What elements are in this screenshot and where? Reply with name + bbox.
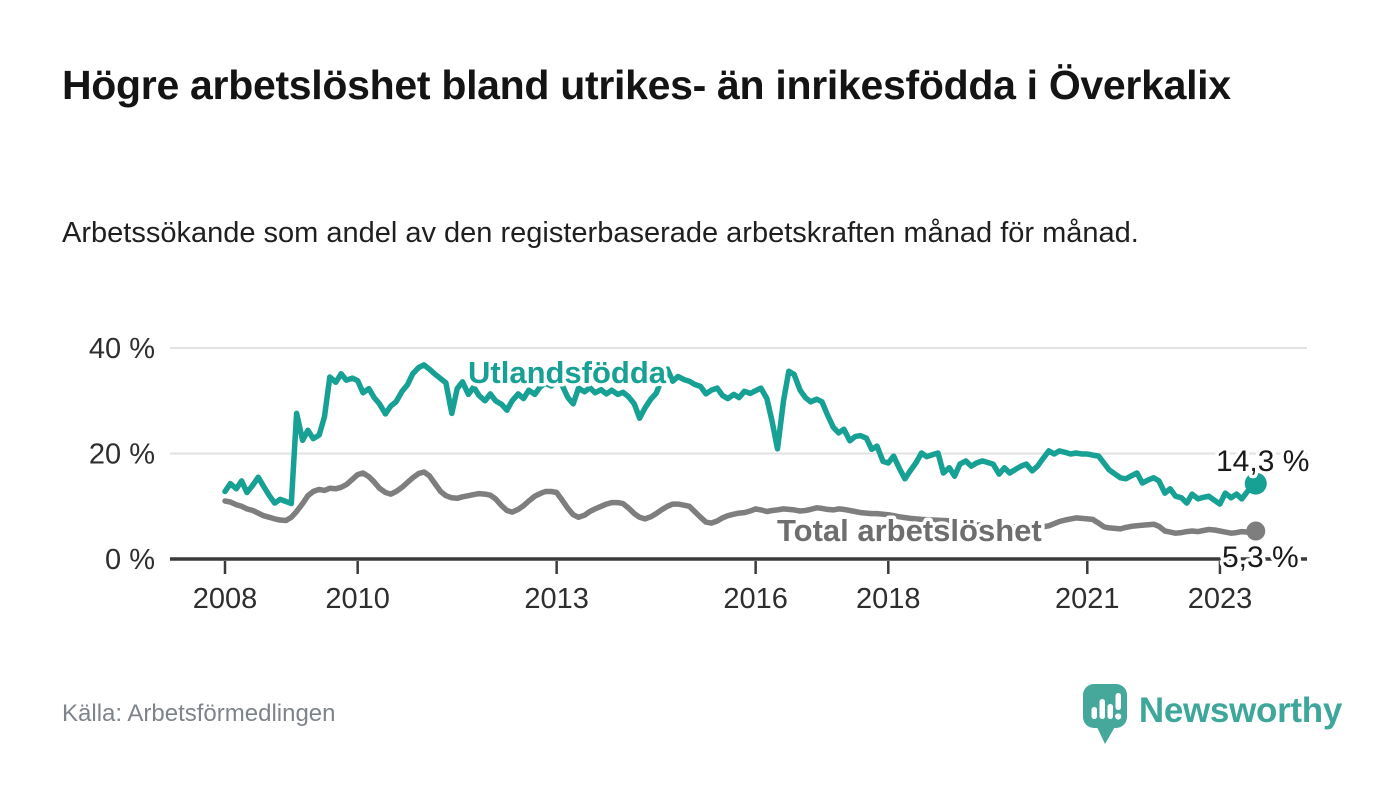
x-axis-label-2010: 2010: [325, 583, 390, 615]
x-axis-label-2016: 2016: [723, 583, 788, 615]
chart-labels: Utlandsfödda Total arbetslöshet 14,3 % 5…: [465, 352, 1313, 578]
logo-bubble-tail: [1095, 725, 1116, 744]
series-end-dot-total-arbetsloshet: [1246, 521, 1266, 541]
x-axis-label-2013: 2013: [524, 583, 589, 615]
brand-wordmark: Newsworthy: [1138, 691, 1342, 730]
x-axis-label-2023: 2023: [1188, 583, 1253, 615]
x-axis-label-2018: 2018: [856, 583, 921, 615]
series-line-utlandsfodda: [222, 362, 1259, 507]
gridlines: 0 % 20 % 40 %: [89, 333, 1307, 576]
x-axis: 2008 2010 2013 2016 2018 2021 2023: [170, 557, 1307, 615]
y-axis-label-40: 40 %: [89, 333, 155, 365]
line-chart: 0 % 20 % 40 % 2008 2010 2013 2016 2018 2021 2023…: [88, 333, 1313, 615]
series-label-total-arbetsloshet: Total arbetslöshet: [777, 513, 1042, 548]
logo-exclamation-dot: [1114, 713, 1122, 720]
logo-exclamation-stem: [1115, 693, 1121, 710]
logo-bar-3: [1107, 704, 1113, 719]
series-end-dot-utlandsfodda: [1244, 472, 1267, 495]
page-title: Högre arbetslöshet bland utrikes- än inr…: [62, 62, 1231, 108]
x-axis-label-2021: 2021: [1055, 583, 1120, 615]
source-attribution: Källa: Arbetsförmedlingen: [62, 700, 336, 727]
logo-bar-1: [1091, 707, 1097, 719]
series-label-utlandsfodda: Utlandsfödda: [468, 355, 667, 390]
y-axis-label-20: 20 %: [89, 439, 155, 471]
y-axis-label-0: 0 %: [105, 544, 155, 576]
series-line-total-arbetsloshet: [222, 469, 1259, 536]
newsworthy-brand: Newsworthy: [1082, 684, 1342, 746]
newsworthy-logo-icon: [1082, 684, 1127, 744]
x-axis-label-2008: 2008: [193, 583, 258, 615]
series-lines: [222, 362, 1267, 541]
chart-subtitle: Arbetssökande som andel av den registerb…: [62, 217, 1139, 249]
end-value-label-total: 5,3 %: [1222, 541, 1299, 574]
end-value-label-utlandsfodda: 14,3 %: [1216, 445, 1309, 478]
logo-bar-2: [1099, 699, 1105, 719]
